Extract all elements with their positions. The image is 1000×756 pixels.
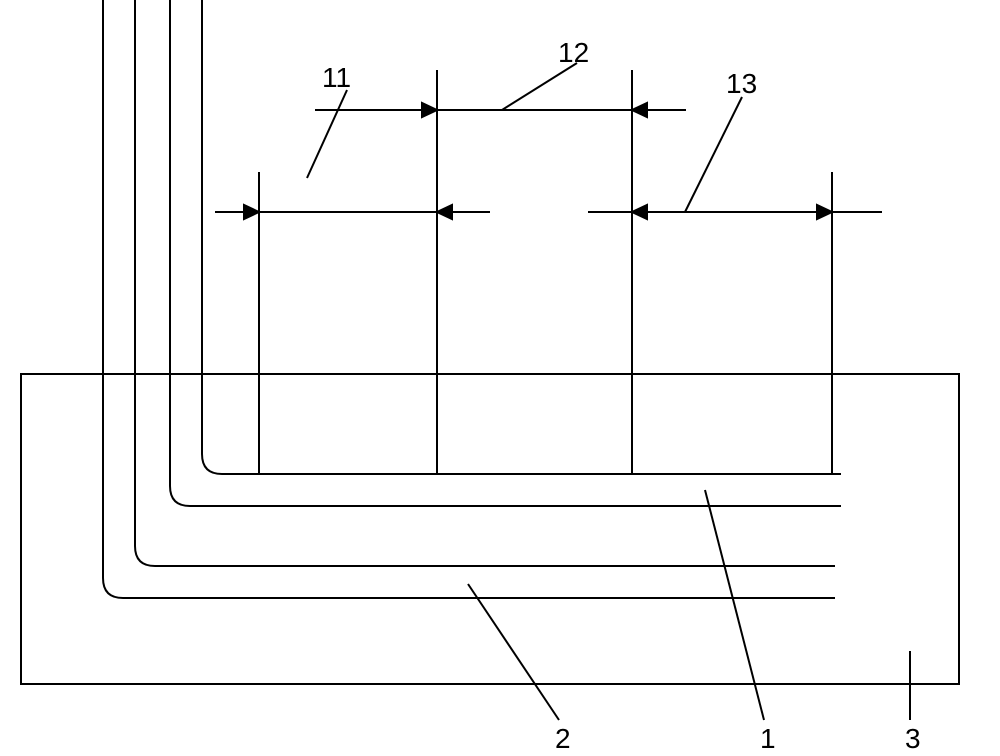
label-11: 11 — [322, 62, 351, 93]
dimension-11 — [215, 205, 490, 219]
label-1: 1 — [760, 723, 776, 754]
dimension-extensions — [259, 70, 832, 474]
leader-lines — [307, 63, 910, 720]
outer-container — [21, 374, 959, 684]
label-12: 12 — [558, 37, 589, 68]
dimension-12 — [315, 103, 686, 117]
label-13: 13 — [726, 68, 757, 99]
technical-diagram: 11 12 13 1 2 3 — [0, 0, 1000, 756]
label-2: 2 — [555, 723, 571, 754]
label-3: 3 — [905, 723, 921, 754]
